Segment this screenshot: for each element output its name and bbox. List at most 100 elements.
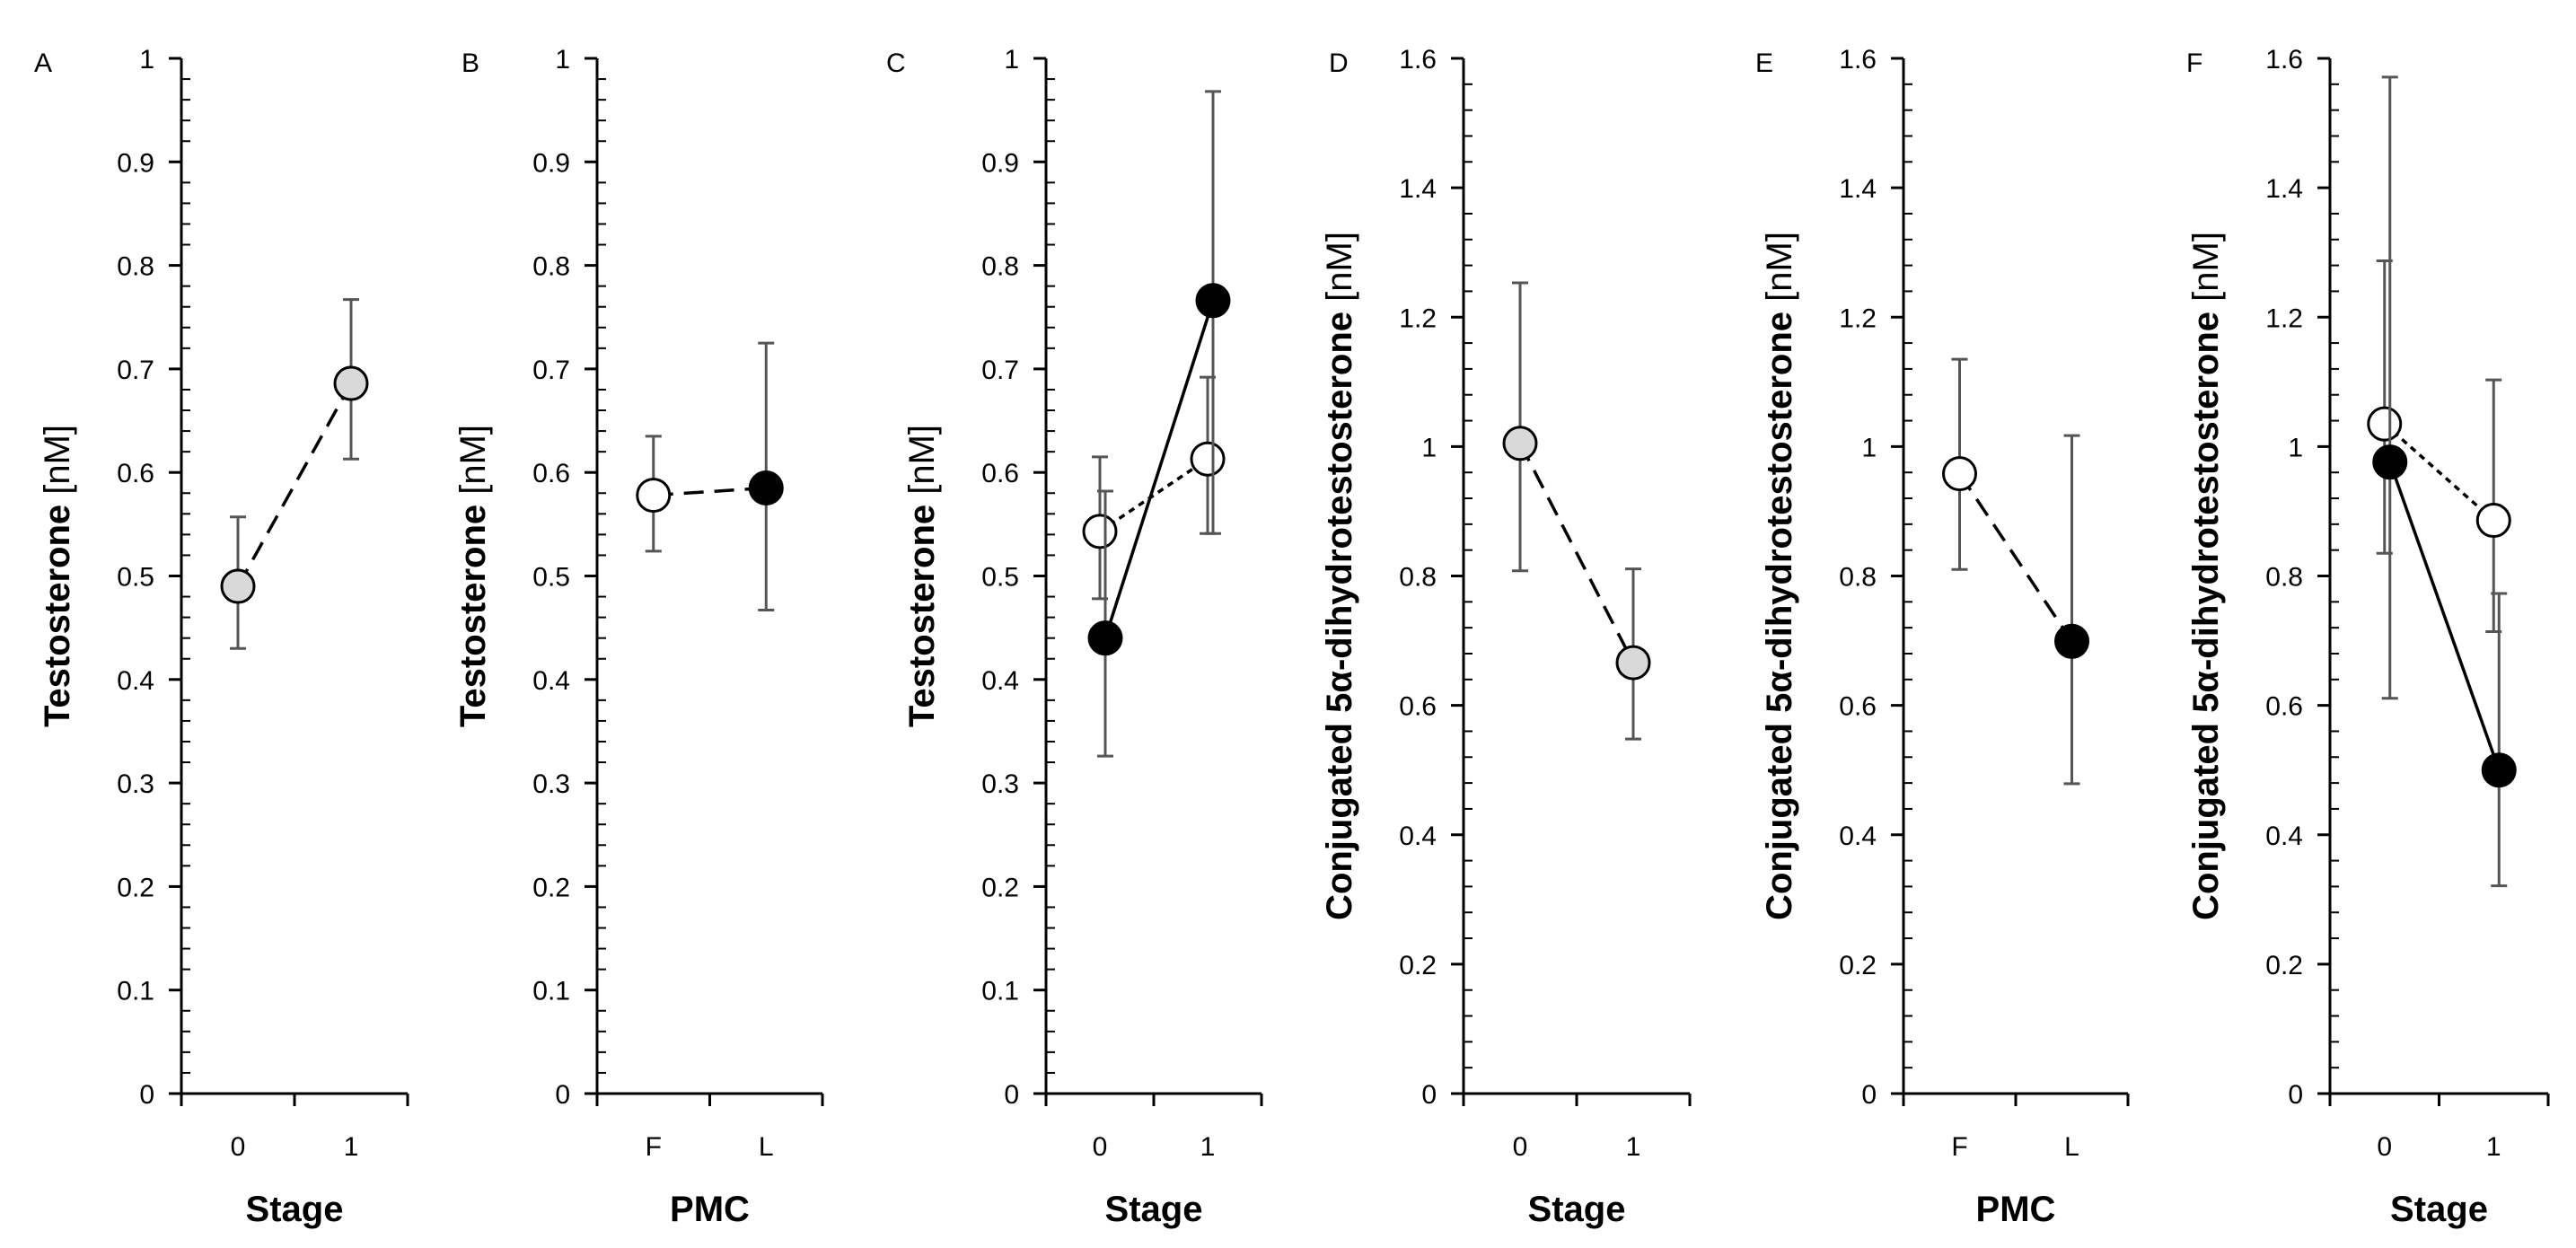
y-tick-label: 0.9: [981, 148, 1019, 178]
x-axis-title: Stage: [246, 1190, 344, 1229]
y-tick-label: 1.6: [1399, 45, 1437, 75]
y-axis-title-unit: [nM]: [38, 425, 77, 505]
panel-letter: D: [1329, 48, 1349, 78]
y-tick-label: 0.8: [2265, 563, 2303, 593]
series-pmc: [636, 341, 784, 612]
y-tick-label: 0.8: [1839, 563, 1877, 593]
data-point: [1190, 441, 1226, 477]
y-tick-label: 0.9: [532, 148, 570, 178]
x-axis-title: PMC: [670, 1190, 750, 1229]
data-point: [1087, 620, 1123, 656]
series-line: [653, 486, 767, 497]
x-tick-label: 1: [2486, 1132, 2501, 1162]
y-tick-label: 0.4: [1399, 822, 1437, 851]
series-line: [1958, 472, 2073, 643]
y-tick-label: 1.6: [1839, 45, 1877, 75]
x-tick-label: F: [1951, 1132, 1967, 1162]
data-point: [636, 478, 672, 514]
y-tick-label: 0.2: [2265, 951, 2303, 980]
y-axis-title-unit: [nM]: [1760, 232, 1799, 312]
y-tick-label: 1.6: [2265, 45, 2303, 75]
series-f: [1082, 375, 1226, 601]
y-tick-label: 0.4: [2265, 822, 2303, 851]
y-axis-title-unit: [nM]: [902, 425, 942, 505]
y-tick-label: 0.4: [1839, 822, 1877, 851]
x-tick-label: 0: [1513, 1132, 1528, 1162]
y-tick-label: 1: [2288, 433, 2303, 462]
data-point: [2367, 406, 2403, 442]
panel-f: F 0 0.2 0.4 0.6 0.8 1 1.2 1.4 1.6 0 1 Stage Conjugate…: [2186, 45, 2550, 1229]
series-line: [1518, 442, 1635, 664]
y-tick-label: 0.5: [981, 563, 1019, 593]
y-tick-label: 0: [555, 1080, 570, 1110]
series-line: [236, 382, 353, 587]
y-tick-label: 0.2: [981, 873, 1019, 902]
y-tick-label: 0.2: [117, 873, 154, 902]
panel-letter: F: [2186, 48, 2202, 78]
series-all: [220, 298, 369, 650]
x-axis-title: Stage: [2390, 1190, 2488, 1229]
y-tick-label: 0.8: [1399, 563, 1437, 593]
y-axis-title-name: Testosterone: [902, 505, 942, 727]
x-tick-label: 0: [2377, 1132, 2392, 1162]
y-tick-label: 0.4: [981, 666, 1019, 696]
y-tick-label: 1: [1861, 433, 1877, 462]
panel-e: E 0 0.2 0.4 0.6 0.8 1 1.2 1.4 1.6 F L PMC Conjugated …: [1755, 45, 2130, 1229]
x-tick-label: L: [759, 1132, 774, 1162]
x-tick-label: L: [2064, 1132, 2079, 1162]
x-tick-label: 0: [231, 1132, 246, 1162]
y-axis-title: Conjugated 5α-dihydrotestosterone [nM]: [2186, 232, 2226, 920]
y-axis-title: Testosterone [nM]: [902, 425, 942, 727]
data-point: [2054, 623, 2089, 659]
y-tick-label: 0.6: [2265, 692, 2303, 722]
y-tick-label: 0.7: [532, 356, 570, 385]
data-point: [1195, 283, 1231, 319]
y-tick-label: 1.2: [1399, 303, 1437, 333]
x-tick-label: 1: [1626, 1132, 1641, 1162]
y-axis-title: Conjugated 5α-dihydrotestosterone [nM]: [1320, 232, 1359, 920]
y-tick-label: 0.6: [1839, 692, 1877, 722]
panel-letter: A: [34, 48, 52, 78]
y-tick-label: 0: [1004, 1080, 1019, 1110]
y-tick-label: 1: [555, 45, 570, 75]
data-point: [1502, 426, 1538, 461]
series-pmc: [1942, 357, 2089, 786]
y-tick-label: 1.2: [2265, 303, 2303, 333]
data-point: [333, 365, 369, 401]
x-axis-title: PMC: [1976, 1190, 2056, 1229]
series-all: [1502, 281, 1651, 741]
y-tick-label: 0.5: [532, 563, 570, 593]
y-tick-label: 0.7: [117, 356, 154, 385]
panel-letter: C: [886, 48, 906, 78]
y-axis-title-name: Conjugated 5α-dihydrotestosterone: [1320, 312, 1359, 920]
y-axis-title-name: Testosterone: [453, 505, 493, 727]
y-axis-title-name: Conjugated 5α-dihydrotestosterone: [2186, 312, 2226, 920]
series-line: [2383, 422, 2495, 522]
y-tick-label: 0.2: [532, 873, 570, 902]
data-point: [2372, 444, 2408, 480]
y-tick-label: 0.8: [532, 252, 570, 282]
y-tick-label: 1.2: [1839, 303, 1877, 333]
x-tick-label: 1: [1200, 1132, 1216, 1162]
panel-a: A00.10.20.30.40.50.60.70.80.910 1StageTes…: [34, 45, 409, 1229]
data-point: [220, 568, 256, 604]
data-point: [748, 470, 784, 505]
y-tick-label: 0: [1861, 1080, 1877, 1110]
y-tick-label: 0: [139, 1080, 154, 1110]
y-tick-label: 1.4: [1399, 174, 1437, 204]
series-f: [2367, 259, 2511, 633]
x-tick-label: F: [646, 1132, 662, 1162]
series-line: [1103, 300, 1215, 639]
panel-letter: B: [462, 48, 479, 78]
y-axis-title: Conjugated 5α-dihydrotestosterone [nM]: [1760, 232, 1799, 920]
y-tick-label: 1.4: [1839, 174, 1877, 204]
y-axis-title-unit: [nM]: [453, 425, 493, 505]
series-line: [1099, 457, 1209, 533]
x-axis-title: Stage: [1528, 1190, 1626, 1229]
y-tick-label: 1: [1421, 433, 1437, 462]
panel-d: D00.20.40.60.811.21.41.60 1StageConjugate…: [1320, 45, 1692, 1229]
y-tick-label: 0.1: [117, 977, 154, 1006]
series-line: [2388, 461, 2501, 771]
x-tick-label: 1: [344, 1132, 359, 1162]
data-point: [2481, 752, 2517, 788]
